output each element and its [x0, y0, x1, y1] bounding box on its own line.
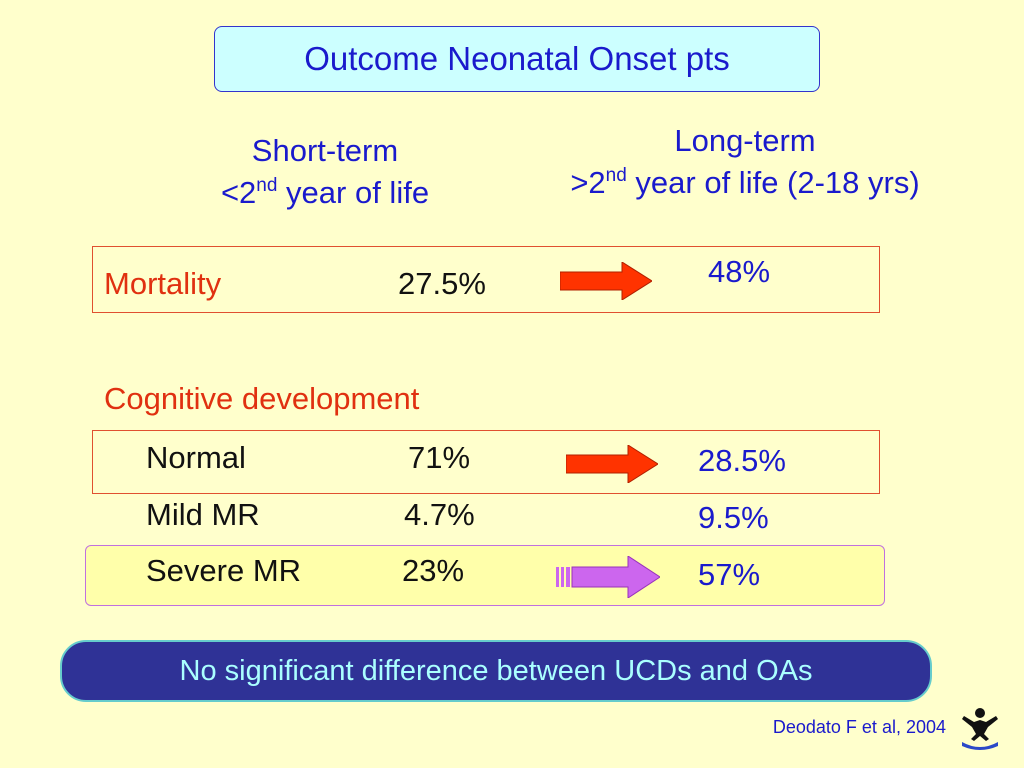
- long-term-line1: Long-term: [674, 123, 816, 158]
- normal-long-value: 28.5%: [698, 443, 786, 478]
- severe-mr-short-value: 23%: [402, 553, 465, 588]
- logo-figure-icon: [962, 708, 998, 750]
- mild-mr-short-value: 4.7%: [404, 497, 475, 532]
- slide-title: Outcome Neonatal Onset pts: [214, 26, 820, 92]
- red-arrow-icon: [566, 445, 658, 483]
- mild-mr-long-value: 9.5%: [698, 500, 769, 535]
- severe-mr-row-box: [85, 545, 885, 606]
- normal-row-box: [92, 430, 880, 494]
- mortality-long-value: 48%: [708, 254, 771, 289]
- mortality-row-box: [92, 246, 880, 313]
- purple-arrow-icon: [556, 556, 660, 598]
- short-term-line2: <2nd year of life: [220, 175, 430, 210]
- long-term-line2: >2nd year of life (2-18 yrs): [570, 165, 920, 200]
- citation: Deodato F et al, 2004: [772, 717, 946, 737]
- normal-label: Normal: [146, 440, 246, 475]
- conclusion-banner: No significant difference between UCDs a…: [60, 640, 932, 702]
- red-arrow-icon: [560, 262, 652, 300]
- cognitive-heading: Cognitive development: [104, 381, 420, 416]
- long-term-heading: Long-term >2nd year of life (2-18 yrs): [520, 120, 970, 204]
- mild-mr-label: Mild MR: [146, 497, 260, 532]
- severe-mr-label: Severe MR: [146, 553, 302, 588]
- slide-title-text: Outcome Neonatal Onset pts: [304, 40, 730, 77]
- mortality-label: Mortality: [104, 266, 222, 301]
- severe-mr-long-value: 57%: [698, 557, 761, 592]
- normal-short-value: 71%: [408, 440, 471, 475]
- conclusion-text: No significant difference between UCDs a…: [179, 654, 813, 687]
- short-term-heading: Short-term <2nd year of life: [180, 130, 470, 214]
- mortality-short-value: 27.5%: [398, 266, 486, 301]
- short-term-line1: Short-term: [251, 133, 399, 168]
